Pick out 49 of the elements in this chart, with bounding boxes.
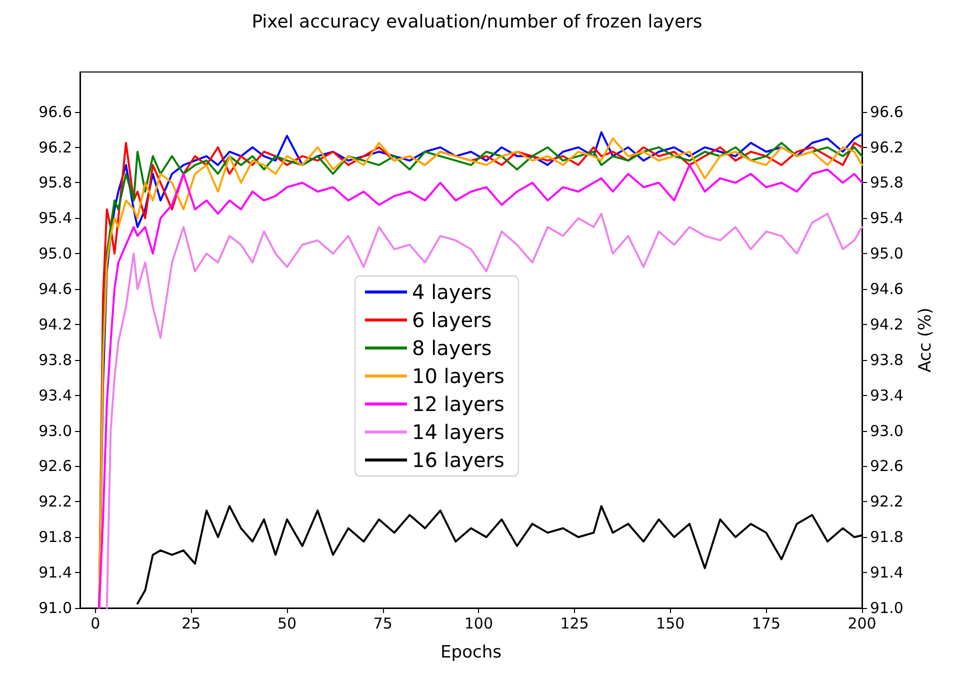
y2-tick-label: 93.4 (870, 386, 904, 404)
y2-tick-label: 96.6 (870, 102, 904, 121)
y-tick-label: 96.2 (38, 138, 72, 156)
y-tick-label: 94.2 (38, 315, 72, 334)
y2-tick-label: 91.8 (870, 528, 904, 546)
x-tick-label: 200 (848, 614, 876, 632)
y2-tick-label: 92.6 (870, 457, 904, 476)
x-tick-label: 125 (560, 614, 589, 632)
y-tick-label: 91.8 (38, 528, 72, 546)
legend-label: 4 layers (412, 280, 492, 304)
y2-tick-label: 96.2 (870, 138, 904, 156)
legend-label: 10 layers (412, 364, 504, 388)
x-tick-label: 50 (277, 614, 297, 632)
y-tick-label: 95.0 (38, 244, 72, 263)
y2-tick-label: 93.0 (870, 422, 904, 440)
y-tick-label: 96.6 (38, 102, 72, 121)
x-tick-label: 150 (656, 614, 685, 632)
chart-title: Pixel accuracy evaluation/number of frozen layers (252, 12, 702, 32)
legend-label: 12 layers (412, 392, 504, 416)
legend-label: 6 layers (412, 308, 492, 332)
legend-label: 8 layers (412, 336, 492, 360)
y2-tick-label: 92.2 (870, 492, 904, 511)
y2-tick-label: 94.6 (870, 280, 904, 298)
legend-label: 14 layers (412, 420, 504, 444)
y2-tick-label: 95.8 (870, 174, 904, 192)
x-tick-label: 100 (464, 614, 493, 632)
y-tick-label: 93.8 (38, 350, 72, 369)
y2-tick-label: 91.4 (870, 564, 904, 582)
y-tick-label: 91.4 (38, 564, 72, 582)
y2-tick-label: 94.2 (870, 315, 904, 334)
x-tick-label: 175 (752, 614, 780, 632)
y-tick-label: 92.6 (38, 457, 72, 476)
y-tick-label: 95.4 (38, 209, 72, 228)
y-tick-label: 93.0 (38, 422, 72, 440)
y-tick-label: 91.0 (38, 599, 72, 617)
legend-label: 16 layers (412, 448, 504, 472)
y2-tick-label: 95.0 (870, 244, 904, 263)
y2-tick-label: 93.8 (870, 350, 904, 369)
x-tick-label: 0 (90, 614, 100, 632)
y-tick-label: 95.8 (38, 174, 72, 192)
x-tick-label: 75 (373, 614, 392, 632)
y-tick-label: 93.4 (38, 386, 72, 404)
y-tick-label: 94.6 (38, 280, 72, 298)
x-tick-label: 25 (182, 614, 201, 632)
y-tick-label: 92.2 (38, 492, 72, 511)
y2-tick-label: 91.0 (870, 599, 904, 617)
y2-tick-label: 95.4 (870, 209, 904, 228)
x-axis-title: Epochs (440, 642, 502, 662)
y2-axis-title: Acc (%) (916, 308, 936, 372)
